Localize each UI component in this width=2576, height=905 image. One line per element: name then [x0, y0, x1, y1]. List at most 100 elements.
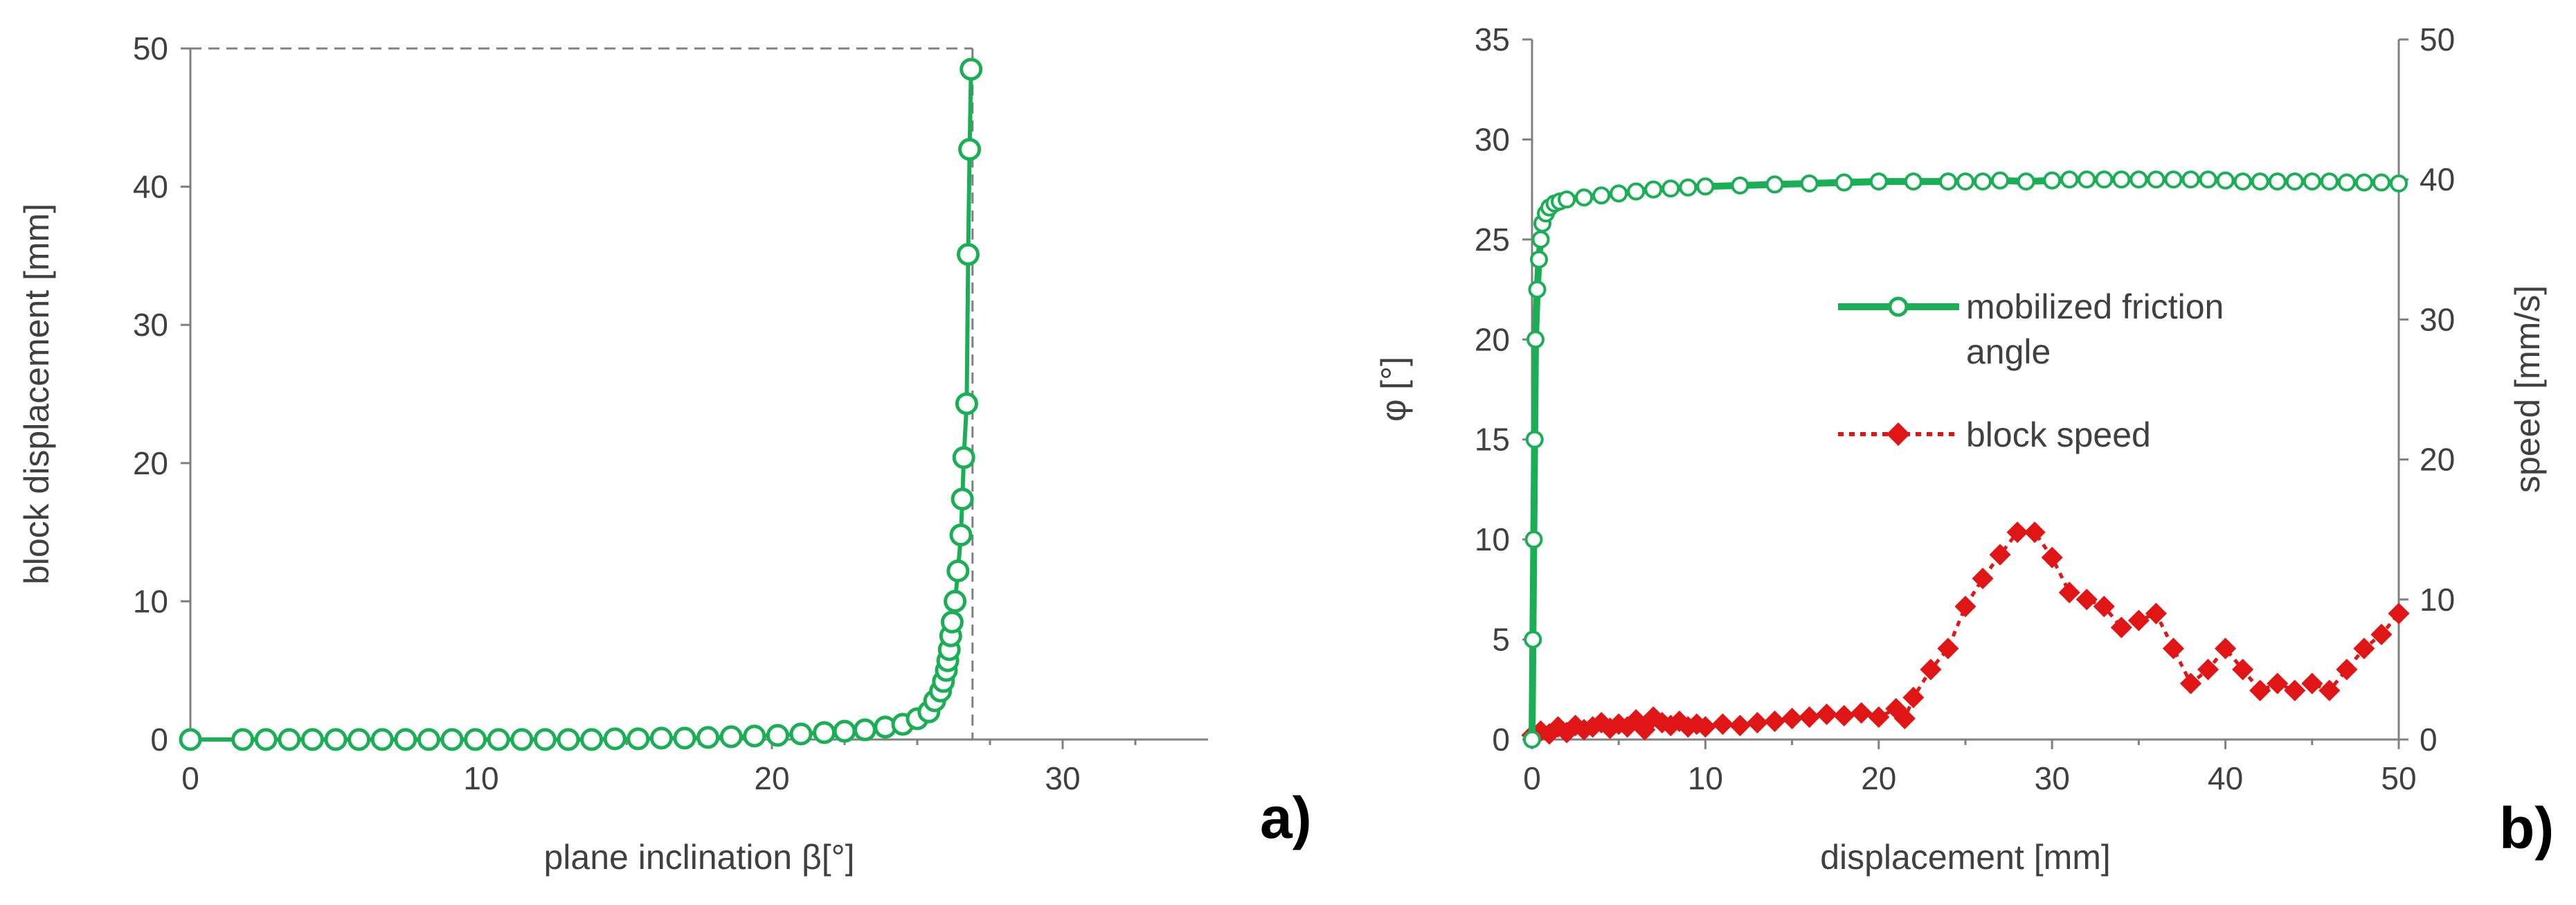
b-speed-point [2249, 679, 2271, 701]
b-speed-point [2006, 521, 2028, 544]
b-speed-point [1729, 715, 1751, 737]
a-x-tick-label: 20 [754, 760, 789, 796]
a-data-point [324, 728, 348, 751]
b-speed-point [1850, 702, 1873, 724]
chart-b: 0 10 20 30 40 50 0 5 10 15 20 25 30 35 0 10 20 30 40 50 m… [1374, 21, 2554, 877]
b-friction-point [1627, 182, 1646, 201]
b-speed-point [1954, 595, 1976, 618]
a-data-point [766, 724, 789, 747]
a-y-tick-label: 10 [133, 583, 168, 619]
a-data-point [179, 728, 202, 751]
chart-a: 0 10 20 30 0 10 20 30 40 50 plane inclination β[… [17, 30, 1312, 877]
a-data-point [231, 728, 255, 751]
b-friction-point [2390, 174, 2408, 192]
a-data-point [603, 727, 627, 751]
b-friction-point [1523, 731, 1541, 749]
b-friction-point [1661, 179, 1680, 198]
b-friction-point [1869, 172, 1888, 191]
b-speed-line [1531, 530, 2400, 737]
a-x-tick-label: 10 [463, 760, 498, 796]
a-data-point [370, 728, 394, 751]
a-x-tick-label: 0 [181, 760, 199, 796]
b-speed-point [2075, 589, 2098, 611]
a-y-tick-label: 40 [133, 169, 168, 205]
a-data-point [278, 728, 301, 751]
a-data-point [464, 728, 487, 751]
b-friction-point [1765, 175, 1784, 194]
a-data-point [955, 392, 978, 415]
b-x-tick-label: 40 [2208, 760, 2243, 796]
b-y-tick-label: 15 [1475, 422, 1510, 458]
b-friction-point [1610, 184, 1628, 203]
b-speed-point [2232, 658, 2254, 681]
b-speed-point [1868, 706, 1890, 728]
a-data-point [417, 728, 440, 751]
b-speed-point [2388, 602, 2410, 625]
b-y-tick-label: 35 [1475, 21, 1510, 57]
legend-friction-label-2: angle [1966, 332, 2051, 371]
a-data-point [719, 725, 743, 749]
b-speed-point [2267, 672, 2289, 695]
b-speed-point [2215, 638, 2237, 660]
legend-friction-marker [1888, 296, 1909, 317]
b-friction-point [1835, 173, 1853, 192]
a-data-point [958, 138, 982, 161]
b-x-tick-label: 0 [1523, 760, 1541, 796]
b-x-tick-label: 30 [2035, 760, 2070, 796]
legend-friction-label-1: mobilized friction [1966, 287, 2224, 326]
b-friction-point [2181, 170, 2200, 189]
b-friction-point [2164, 170, 2183, 189]
a-data-point [254, 728, 278, 751]
b-y-axis-label-left: φ [°] [1374, 357, 1413, 422]
b-y-tick-label: 25 [1475, 222, 1510, 258]
b-friction-point [2354, 173, 2373, 192]
b-friction-point [1530, 250, 1549, 269]
a-data-point [487, 728, 510, 751]
b-friction-point [2060, 170, 2079, 189]
b-speed-point [1893, 708, 1916, 730]
b-speed-point [2284, 679, 2306, 701]
a-data-point [946, 559, 970, 582]
a-data-point [951, 487, 974, 511]
a-y-tick-label: 30 [133, 307, 168, 343]
a-data-point [510, 728, 534, 751]
b-friction-point [2043, 171, 2062, 190]
a-data-point [557, 728, 580, 751]
b-speed-point [2127, 609, 2150, 631]
b-speed-point [1816, 704, 1838, 726]
b-friction-point [2112, 170, 2131, 189]
b-speed-point [2058, 582, 2080, 604]
a-data-point [813, 721, 836, 744]
b-y-right-tick-label: 50 [2420, 21, 2455, 57]
b-friction-point [1731, 176, 1749, 195]
b-speed-point [1746, 712, 1769, 734]
a-data-point [949, 523, 973, 547]
b-x-tick-label: 50 [2381, 760, 2416, 796]
b-friction-point [2078, 170, 2096, 189]
b-friction-line [1529, 176, 2399, 740]
b-speed-point [1989, 544, 2011, 566]
a-data-point [627, 727, 650, 751]
b-friction-point [1696, 177, 1715, 196]
a-data-point [960, 57, 983, 81]
b-speed-point [2318, 679, 2341, 701]
b-friction-point [1974, 172, 1992, 191]
b-friction-point [2251, 172, 2269, 191]
b-speed-point [2179, 672, 2202, 695]
b-friction-point [1938, 172, 1957, 191]
a-data-point [533, 728, 557, 751]
b-y-right-tick-label: 0 [2420, 722, 2438, 758]
a-y-tick-label: 20 [133, 445, 168, 481]
b-friction-point [1956, 172, 1974, 191]
a-data-point [944, 589, 967, 613]
b-speed-point [1937, 638, 1959, 660]
b-y-axis-label-right: speed [mm/s] [2508, 285, 2547, 493]
b-y-right-tick-label: 30 [2420, 301, 2455, 337]
b-friction-point [2337, 173, 2356, 192]
b-friction-point [2095, 170, 2114, 189]
a-y-tick-label: 50 [133, 30, 168, 66]
a-data-point [580, 728, 604, 751]
b-speed-point [2370, 623, 2393, 645]
a-data-point [940, 610, 964, 634]
